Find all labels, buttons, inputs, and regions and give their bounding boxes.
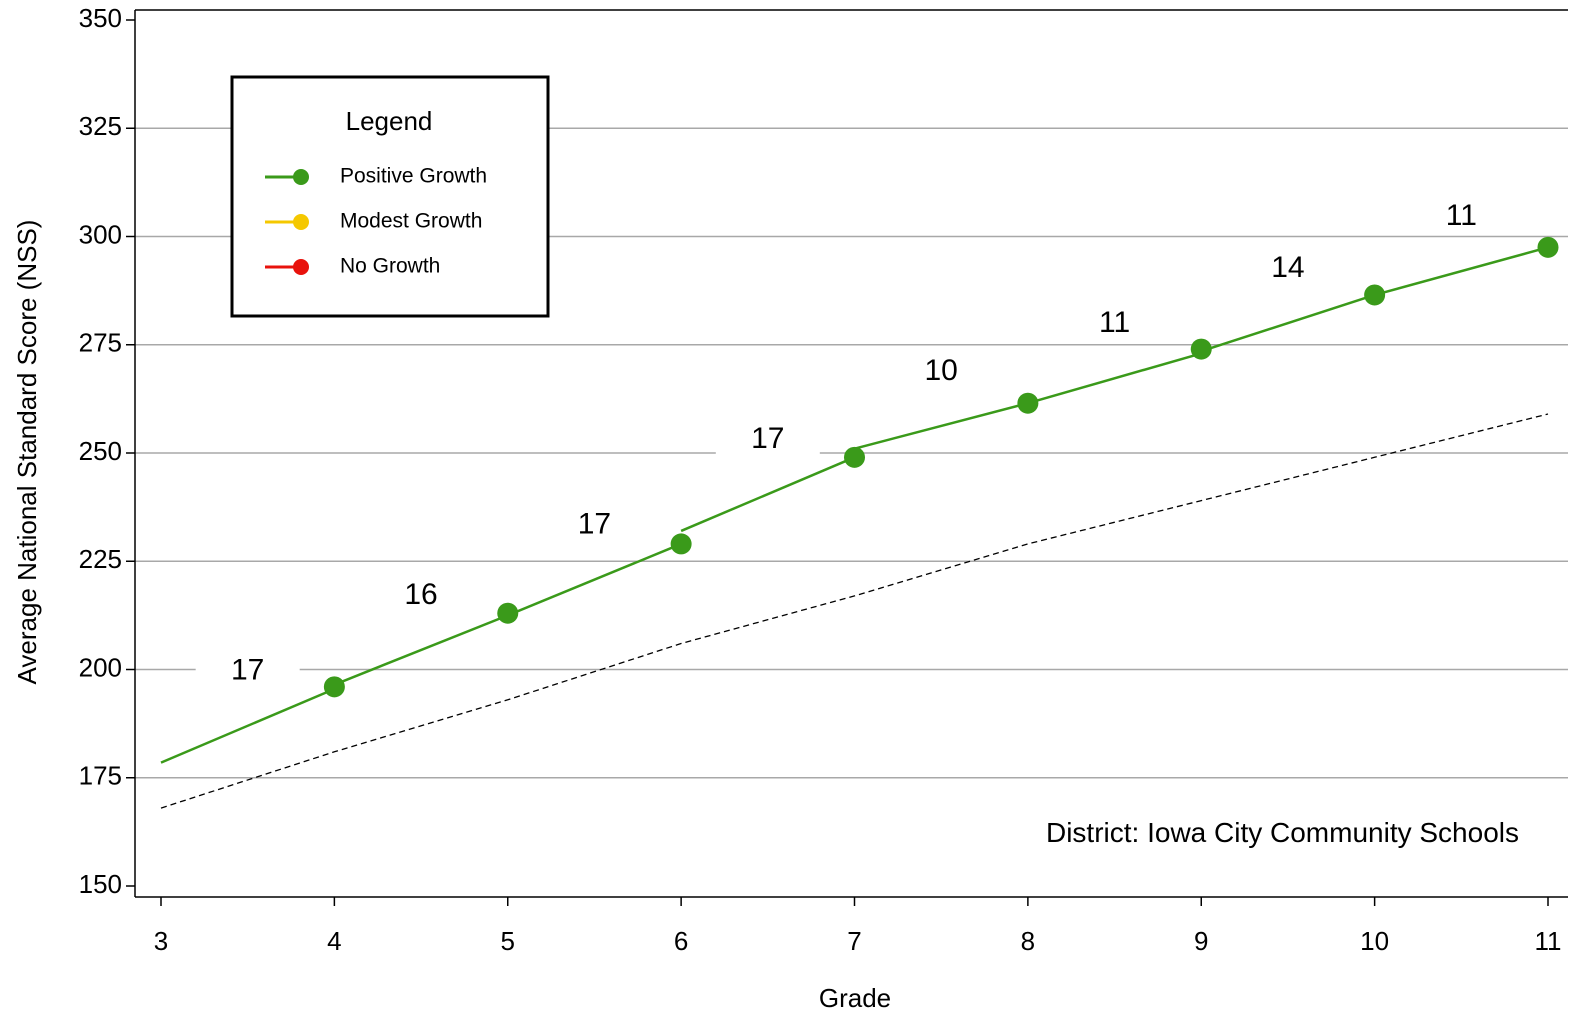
growth-segment: [1374, 246, 1549, 297]
x-tick-label: 8: [1021, 926, 1035, 956]
data-point: [1364, 284, 1386, 306]
data-point: [1017, 392, 1039, 414]
growth-label: 17: [751, 422, 784, 455]
growth-segments: [160, 246, 1549, 764]
growth-label-background: [889, 349, 994, 388]
data-point: [497, 602, 519, 624]
y-tick-label: 300: [79, 219, 122, 249]
growth-label: 11: [1099, 306, 1130, 339]
x-tick-label: 6: [674, 926, 688, 956]
growth-segment: [1027, 352, 1202, 405]
y-tick-label: 200: [79, 652, 122, 682]
reference-line: [160, 413, 1549, 809]
y-tick-label: 225: [79, 544, 122, 574]
growth-segment: [160, 687, 335, 764]
legend-items: Positive Growth Modest Growth No Growth: [265, 165, 487, 278]
x-tick-label: 11: [1535, 926, 1562, 956]
legend-marker: [293, 169, 309, 185]
growth-segment: [507, 542, 682, 617]
growth-label: 11: [1446, 199, 1477, 232]
growth-label: 10: [925, 354, 958, 387]
y-tick-label: 350: [79, 3, 122, 33]
y-tick-label: 175: [79, 761, 122, 791]
legend-box: [230, 75, 550, 318]
x-tick-label: 3: [154, 926, 168, 956]
growth-segment: [680, 456, 855, 533]
legend-marker: [293, 214, 309, 230]
legend-label: Positive Growth: [340, 165, 487, 188]
growth-label-background: [715, 418, 820, 457]
growth-label: 16: [404, 578, 437, 611]
y-tick-label: 150: [79, 869, 122, 899]
growth-label-backgrounds: [195, 195, 1514, 688]
legend-marker: [293, 259, 309, 275]
data-point: [670, 533, 692, 555]
growth-label-background: [542, 503, 647, 542]
legend: Legend Positive Growth Modest Growth No Gr…: [230, 75, 550, 318]
growth-label-background: [369, 574, 474, 613]
legend-title: Legend: [346, 106, 433, 136]
x-tick-label: 7: [847, 926, 861, 956]
y-tick-label: 275: [79, 328, 122, 358]
growth-label: 17: [578, 508, 611, 541]
x-tick-label: 4: [327, 926, 341, 956]
district-annotation: District: Iowa City Community Schools: [1046, 817, 1519, 848]
growth-label-background: [1409, 195, 1514, 234]
growth-segment: [854, 401, 1029, 450]
data-point: [1190, 338, 1212, 360]
growth-label: 14: [1271, 251, 1304, 284]
x-tick-label: 9: [1194, 926, 1208, 956]
growth-label-background: [195, 649, 300, 688]
ticks: 150 175 200 225 250 275 300 325 350 3 4 5 6 7 8 9 10 11: [79, 3, 1562, 956]
x-tick-label: 10: [1360, 926, 1389, 956]
growth-label-background: [1235, 247, 1340, 286]
reference-line-group: [160, 413, 1549, 809]
x-axis-title: Grade: [819, 983, 891, 1013]
growth-label: 17: [231, 654, 264, 687]
data-points: [323, 236, 1559, 698]
growth-segment: [333, 614, 509, 686]
growth-labels: 17 16 17 17 10 11 14 11: [231, 199, 1477, 687]
x-tick-label: 5: [501, 926, 515, 956]
growth-segment: [1200, 293, 1376, 353]
data-point: [323, 676, 345, 698]
y-axis-title: Average National Standard Score (NSS): [12, 220, 42, 685]
legend-label: Modest Growth: [340, 210, 482, 233]
y-tick-label: 250: [79, 436, 122, 466]
growth-label-background: [1062, 302, 1167, 341]
legend-label: No Growth: [340, 255, 440, 278]
data-point: [1537, 236, 1559, 258]
y-tick-label: 325: [79, 111, 122, 141]
data-point: [844, 446, 865, 468]
